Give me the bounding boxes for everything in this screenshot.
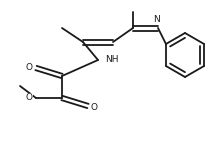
Text: O: O [91, 102, 98, 111]
Text: N: N [154, 15, 160, 24]
Text: O: O [26, 93, 33, 102]
Text: O: O [26, 63, 33, 72]
Text: NH: NH [105, 54, 119, 63]
